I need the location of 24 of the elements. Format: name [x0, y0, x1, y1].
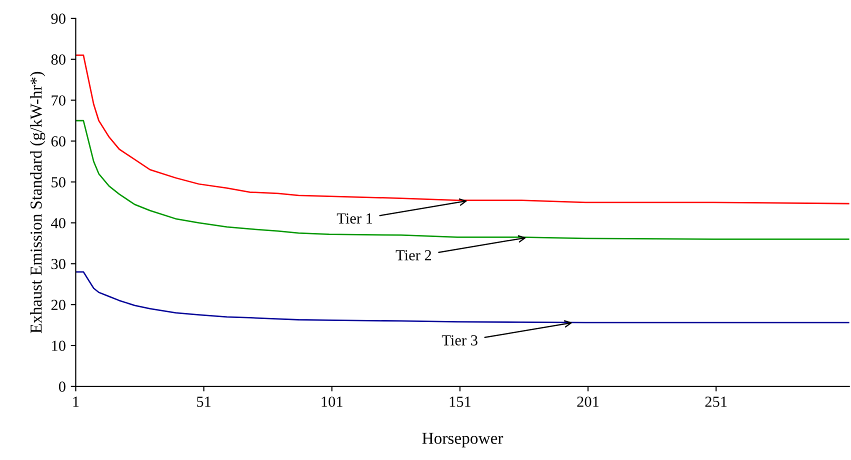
y-tick-label: 70 — [52, 95, 66, 106]
line-series — [76, 120, 850, 240]
annotation: Tier 3 — [442, 335, 478, 346]
y-tick-label: 90 — [51, 14, 66, 24]
y-tick-label: 60 — [51, 136, 66, 147]
y-tick-label: 50 — [52, 177, 66, 188]
x-tick-label: 151 — [450, 396, 470, 407]
x-tick-label: 201 — [577, 396, 599, 407]
y-tick-label: 0 — [58, 382, 66, 392]
x-tick-label: 51 — [197, 396, 211, 407]
y-axis-title: Exhaust Emission Standard (g/kW-hr*) — [30, 72, 46, 334]
x-tick-label: 101 — [322, 396, 342, 407]
y-tick-label: 30 — [51, 258, 66, 270]
y-tick-label: 20 — [51, 300, 66, 310]
x-tick-label: 251 — [705, 396, 727, 407]
x-tick-label: 1 — [73, 396, 79, 407]
y-tick-label: 40 — [51, 218, 66, 228]
x-axis-title: Horsepower — [422, 432, 504, 448]
annotation: Tier 1 — [336, 213, 372, 224]
line-series — [76, 54, 850, 204]
line-series — [76, 271, 850, 324]
y-tick-label: 10 — [52, 340, 66, 351]
y-tick-label: 80 — [51, 54, 66, 65]
annotation: Tier 2 — [396, 250, 432, 260]
